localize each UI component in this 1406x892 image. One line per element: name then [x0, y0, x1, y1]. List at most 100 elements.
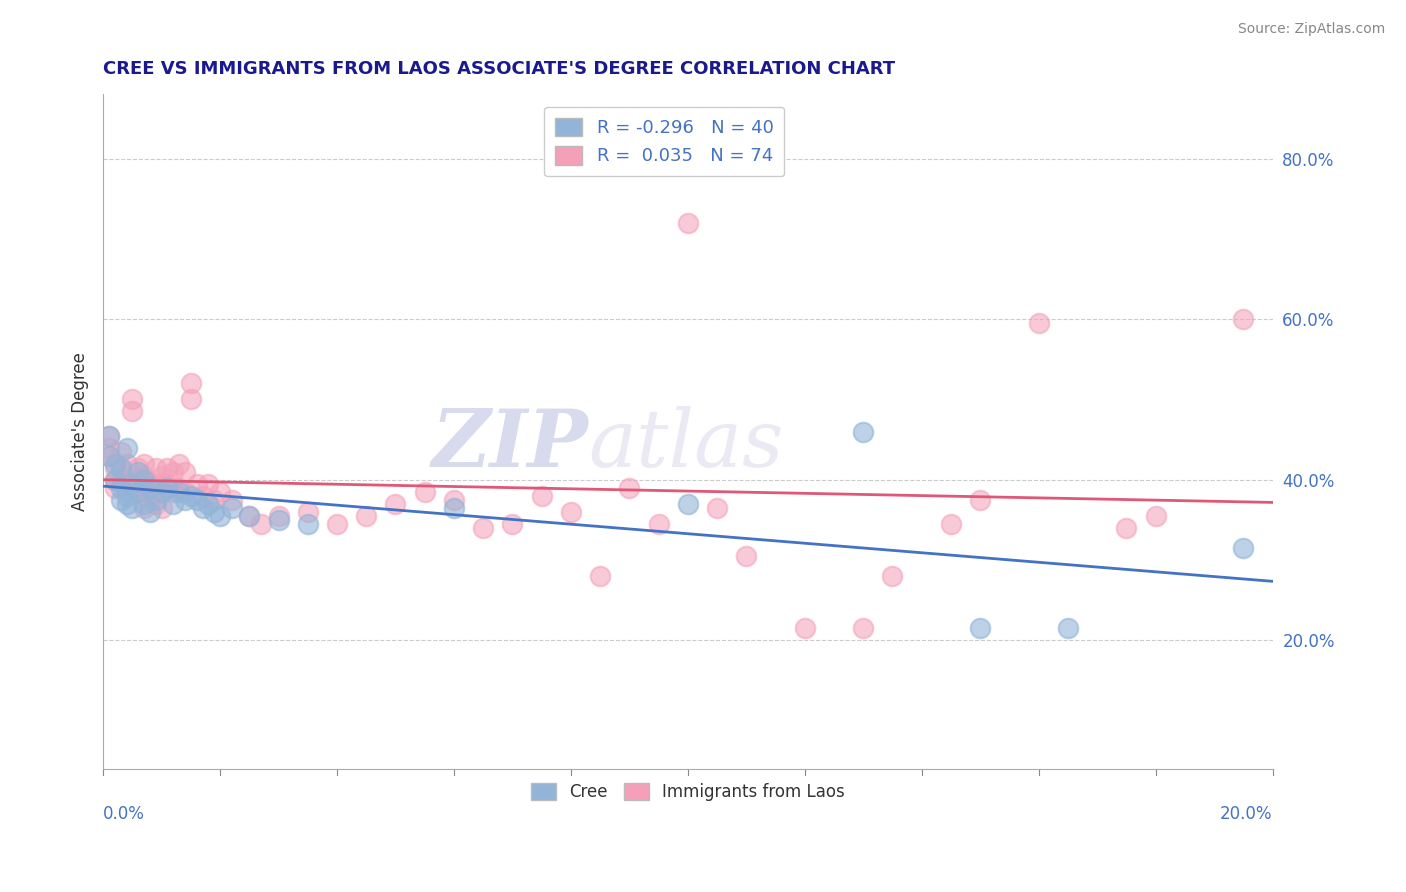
- Point: [139, 505, 162, 519]
- Point: [1028, 316, 1050, 330]
- Point: [735, 549, 758, 563]
- Point: [115, 441, 138, 455]
- Point: [852, 621, 875, 635]
- Point: [139, 481, 162, 495]
- Point: [589, 569, 612, 583]
- Point: [238, 508, 260, 523]
- Point: [104, 457, 127, 471]
- Point: [104, 460, 127, 475]
- Point: [98, 428, 121, 442]
- Point: [162, 484, 184, 499]
- Point: [132, 457, 155, 471]
- Point: [139, 492, 162, 507]
- Point: [560, 505, 582, 519]
- Point: [98, 428, 121, 442]
- Point: [115, 484, 138, 499]
- Point: [145, 492, 167, 507]
- Point: [115, 489, 138, 503]
- Point: [501, 516, 523, 531]
- Point: [969, 492, 991, 507]
- Point: [443, 492, 465, 507]
- Point: [191, 500, 214, 515]
- Point: [191, 489, 214, 503]
- Point: [384, 497, 406, 511]
- Point: [174, 465, 197, 479]
- Point: [267, 508, 290, 523]
- Point: [115, 497, 138, 511]
- Point: [145, 497, 167, 511]
- Point: [156, 460, 179, 475]
- Point: [98, 449, 121, 463]
- Point: [882, 569, 904, 583]
- Point: [132, 500, 155, 515]
- Point: [354, 508, 377, 523]
- Y-axis label: Associate's Degree: Associate's Degree: [72, 352, 89, 511]
- Text: ZIP: ZIP: [432, 406, 589, 483]
- Point: [413, 484, 436, 499]
- Point: [1057, 621, 1080, 635]
- Point: [202, 505, 225, 519]
- Point: [221, 500, 243, 515]
- Point: [180, 392, 202, 407]
- Point: [110, 460, 132, 475]
- Point: [132, 484, 155, 499]
- Point: [1144, 508, 1167, 523]
- Point: [132, 497, 155, 511]
- Point: [127, 460, 149, 475]
- Legend: Cree, Immigrants from Laos: Cree, Immigrants from Laos: [524, 776, 852, 807]
- Point: [297, 516, 319, 531]
- Point: [676, 216, 699, 230]
- Point: [139, 476, 162, 491]
- Point: [197, 497, 219, 511]
- Point: [127, 484, 149, 499]
- Text: atlas: atlas: [589, 406, 783, 483]
- Point: [110, 473, 132, 487]
- Text: CREE VS IMMIGRANTS FROM LAOS ASSOCIATE'S DEGREE CORRELATION CHART: CREE VS IMMIGRANTS FROM LAOS ASSOCIATE'S…: [103, 60, 896, 78]
- Point: [167, 457, 190, 471]
- Point: [180, 489, 202, 503]
- Point: [121, 481, 143, 495]
- Point: [472, 521, 495, 535]
- Point: [852, 425, 875, 439]
- Point: [326, 516, 349, 531]
- Point: [127, 473, 149, 487]
- Point: [1115, 521, 1137, 535]
- Point: [209, 508, 232, 523]
- Point: [110, 460, 132, 475]
- Point: [150, 500, 173, 515]
- Point: [209, 484, 232, 499]
- Point: [443, 500, 465, 515]
- Point: [267, 513, 290, 527]
- Text: 0.0%: 0.0%: [103, 805, 145, 822]
- Point: [162, 497, 184, 511]
- Point: [939, 516, 962, 531]
- Point: [167, 484, 190, 499]
- Point: [104, 481, 127, 495]
- Point: [297, 505, 319, 519]
- Point: [647, 516, 669, 531]
- Point: [221, 492, 243, 507]
- Point: [150, 484, 173, 499]
- Text: Source: ZipAtlas.com: Source: ZipAtlas.com: [1237, 22, 1385, 37]
- Point: [676, 497, 699, 511]
- Point: [110, 492, 132, 507]
- Point: [174, 492, 197, 507]
- Point: [150, 468, 173, 483]
- Point: [104, 473, 127, 487]
- Point: [530, 489, 553, 503]
- Point: [619, 481, 641, 495]
- Point: [115, 473, 138, 487]
- Point: [250, 516, 273, 531]
- Point: [98, 441, 121, 455]
- Point: [145, 460, 167, 475]
- Point: [202, 492, 225, 507]
- Point: [186, 476, 208, 491]
- Point: [706, 500, 728, 515]
- Point: [104, 473, 127, 487]
- Point: [121, 476, 143, 491]
- Point: [132, 468, 155, 483]
- Point: [127, 484, 149, 499]
- Point: [156, 481, 179, 495]
- Point: [132, 473, 155, 487]
- Point: [1232, 312, 1254, 326]
